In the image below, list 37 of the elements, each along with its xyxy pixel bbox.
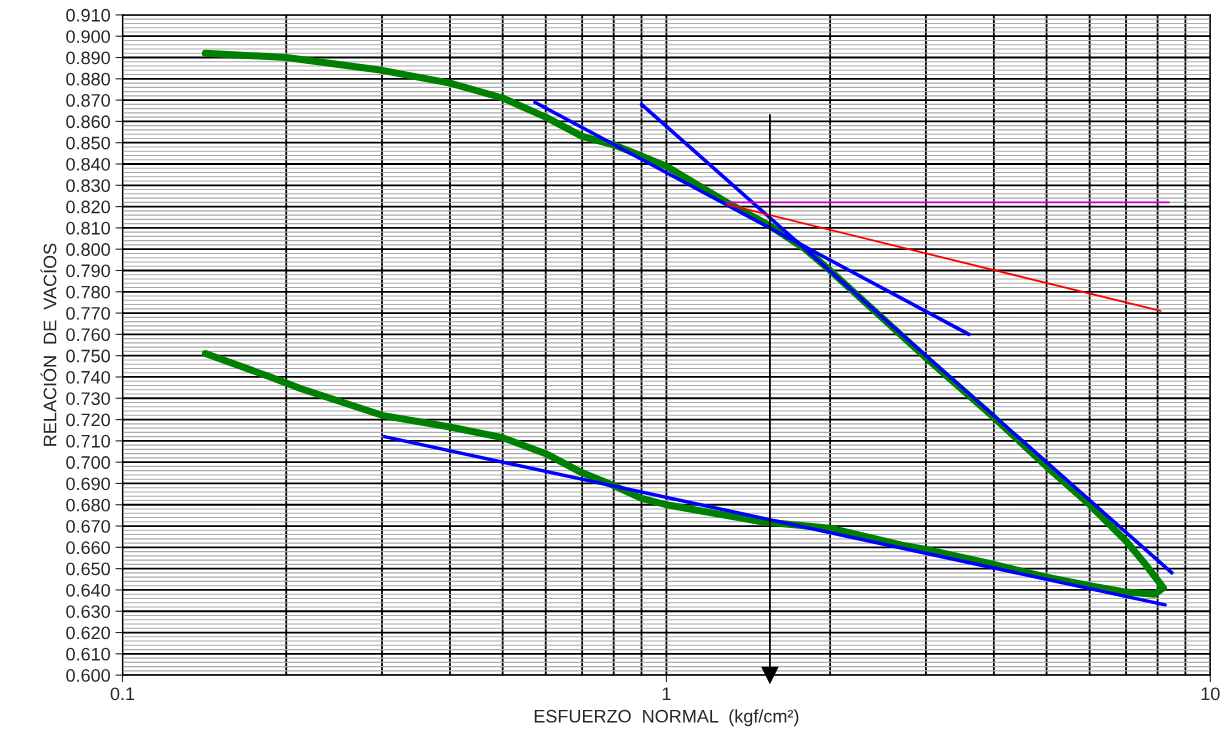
y-tick-label: 0.780	[66, 285, 110, 299]
y-tick-label: 0.870	[66, 94, 110, 107]
x-tick-label: 1	[662, 687, 671, 701]
y-tick-label: 0.860	[66, 115, 110, 129]
y-tick-label: 0.820	[66, 200, 110, 214]
y-tick-label: 0.760	[66, 328, 110, 342]
y-tick-label: 0.660	[66, 541, 110, 555]
y-tick-label: 0.810	[66, 221, 110, 235]
y-tick-label: 0.890	[66, 51, 110, 65]
y-tick-label: 0.630	[66, 605, 110, 618]
y-tick-label: 0.640	[66, 583, 110, 597]
y-tick-label: 0.730	[66, 392, 110, 405]
y-tick-label: 0.680	[66, 498, 110, 512]
y-tick-label: 0.830	[66, 179, 110, 193]
y-tick-label: 0.690	[66, 477, 110, 491]
y-tick-label: 0.600	[66, 669, 110, 682]
y-tick-label: 0.710	[66, 434, 110, 448]
y-tick-label: 0.750	[66, 349, 110, 363]
y-tick-label: 0.910	[66, 8, 110, 22]
y-tick-label: 0.880	[66, 72, 110, 86]
y-tick-label: 0.700	[66, 456, 110, 469]
x-tick-label: 0.1	[110, 687, 135, 701]
y-tick-label: 0.790	[66, 264, 110, 278]
y-tick-label: 0.620	[66, 626, 110, 640]
y-tick-label: 0.610	[66, 647, 110, 661]
y-tick-label: 0.800	[66, 243, 110, 256]
y-tick-label: 0.900	[66, 30, 110, 43]
y-tick-label: 0.770	[66, 307, 110, 320]
x-tick-label: 10	[1201, 687, 1220, 701]
y-tick-label: 0.670	[66, 519, 110, 533]
x-axis-title: ESFUERZO NORMAL (kgf/cm²)	[534, 709, 799, 727]
y-tick-label: 0.720	[66, 413, 110, 427]
y-tick-label: 0.840	[66, 157, 110, 171]
y-tick-label: 0.740	[66, 370, 110, 384]
y-axis-title: RELACIÓN DE VACÍOS	[40, 243, 57, 446]
y-tick-label: 0.650	[66, 562, 110, 576]
y-tick-label: 0.850	[66, 136, 110, 150]
